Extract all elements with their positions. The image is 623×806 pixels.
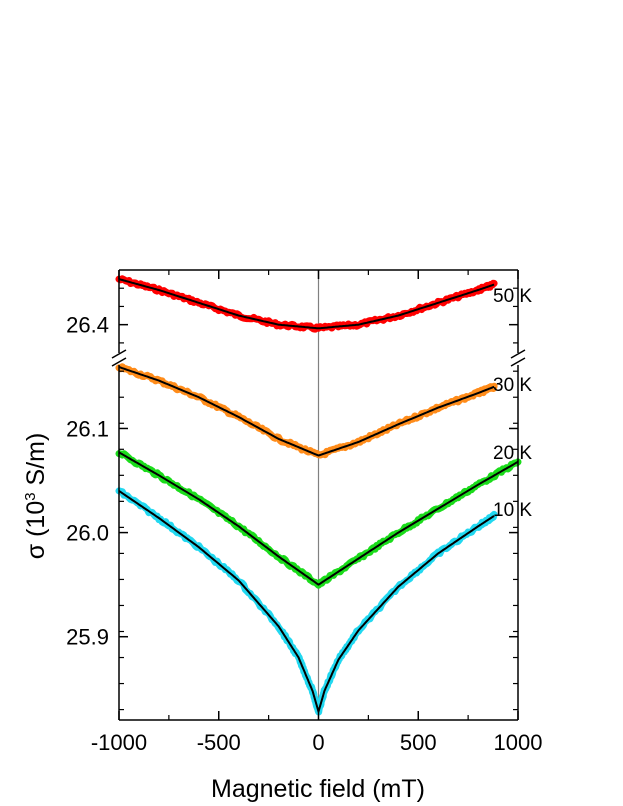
- x-tick-label-2: 0: [312, 730, 324, 755]
- y-axis-title-sup: 3: [22, 492, 39, 500]
- series-fit-2: [118, 451, 519, 586]
- y-axis-title-tail: S/m): [22, 433, 50, 493]
- axis-break-mark-1a: [510, 349, 526, 359]
- axis-break-mark-0b: [111, 357, 127, 367]
- x-tick-label-0: -1000: [91, 730, 147, 755]
- y-tick-label-upper: 26.4: [66, 313, 109, 338]
- labels: Magnetic field (mT) σ (103 S/m): [22, 433, 425, 803]
- y-tick-label-0: 25.9: [66, 625, 109, 650]
- axes: -1000 -500 0 500 1000 25.9 26.0 26.1 26.4: [66, 269, 543, 755]
- y-tick-label-2: 26.1: [66, 416, 109, 441]
- x-axis-title: Magnetic field (mT): [211, 775, 425, 803]
- series-fit-1: [118, 366, 495, 457]
- series-fit-3: [118, 490, 495, 713]
- series-data-1: [115, 363, 498, 459]
- x-tick-label-1: -500: [197, 730, 241, 755]
- axis-break-mark-1b: [510, 357, 526, 367]
- series-fit-0: [118, 278, 495, 330]
- curve-label-0: 50 K: [493, 286, 532, 307]
- y-axis-title-main: σ (10: [22, 501, 50, 560]
- x-tick-label-3: 500: [400, 730, 437, 755]
- plot-area: 50 K 30 K 20 K 10 K: [115, 270, 532, 720]
- axis-break-mark-0a: [111, 349, 127, 359]
- curve-label-1: 30 K: [493, 375, 532, 396]
- curve-label-3: 10 K: [493, 500, 532, 521]
- y-axis-title: σ (103 S/m): [22, 433, 50, 560]
- y-tick-label-1: 26.0: [66, 521, 109, 546]
- series-data-0: [115, 275, 498, 333]
- curve-label-2: 20 K: [493, 443, 532, 464]
- x-tick-label-4: 1000: [494, 730, 543, 755]
